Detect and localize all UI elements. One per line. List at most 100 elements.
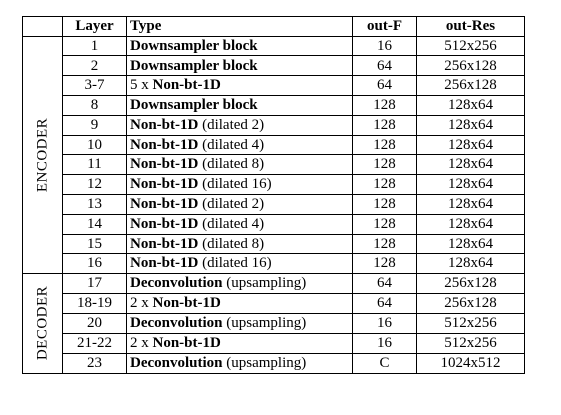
type-cell: Downsampler block [126,35,353,57]
out-res-cell: 128x64 [416,233,525,255]
type-name: Downsampler block [130,37,258,54]
table-row: 23 Deconvolution (upsampling) C 1024x512 [23,352,525,374]
out-f-cell: 128 [352,154,417,176]
type-suffix: (dilated 16) [198,176,272,193]
type-name: Downsampler block [130,57,258,74]
table-row: 9 Non-bt-1D (dilated 2) 128 128x64 [23,114,525,136]
layer-cell: 12 [62,174,127,195]
type-name: Deconvolution [130,354,223,371]
table-row: 3-7 5 x Non-bt-1D 64 256x128 [23,75,525,97]
layer-cell: 18-19 [62,292,127,314]
header-out-f: out-F [352,16,417,37]
type-name: Non-bt-1D [130,255,199,272]
out-res-cell: 128x64 [416,154,525,176]
type-cell: 2 x Non-bt-1D [126,292,353,314]
layer-cell: 8 [62,95,127,116]
type-prefix: 2 x [130,334,153,351]
type-name: Non-bt-1D [130,136,199,153]
out-f-cell: 128 [352,213,417,235]
type-suffix: (dilated 4) [198,136,265,153]
header-layer: Layer [62,16,127,37]
architecture-table: Layer Type out-F out-Res ENCODER 1 Downsam… [22,16,525,374]
out-f-cell: C [352,352,417,374]
layer-cell: 15 [62,233,127,255]
table-row: 16 Non-bt-1D (dilated 16) 128 128x64 [23,253,525,275]
out-res-cell: 128x64 [416,114,525,136]
table-row: 8 Downsampler block 128 128x64 [23,95,525,116]
layer-cell: 23 [62,352,127,374]
out-res-cell: 512x256 [416,35,525,57]
out-res-cell: 128x64 [416,174,525,195]
table-row: 2 Downsampler block 64 256x128 [23,55,525,77]
table-row: 14 Non-bt-1D (dilated 4) 128 128x64 [23,213,525,235]
out-f-cell: 16 [352,312,417,334]
out-res-cell: 512x256 [416,312,525,334]
out-f-cell: 128 [352,253,417,275]
layer-cell: 14 [62,213,127,235]
out-f-cell: 128 [352,114,417,136]
encoder-side-label-cell: ENCODER [22,35,63,275]
out-res-cell: 256x128 [416,75,525,97]
table-row: 13 Non-bt-1D (dilated 2) 128 128x64 [23,193,525,215]
out-f-cell: 16 [352,332,417,354]
type-name: Non-bt-1D [152,295,221,312]
layer-cell: 3-7 [62,75,127,97]
type-name: Non-bt-1D [152,77,221,94]
type-name: Deconvolution [130,314,223,331]
out-res-cell: 128x64 [416,95,525,116]
type-cell: Non-bt-1D (dilated 4) [126,213,353,235]
type-name: Downsampler block [130,97,258,114]
type-suffix: (dilated 8) [198,235,265,252]
table-row: 12 Non-bt-1D (dilated 16) 128 128x64 [23,174,525,195]
out-f-cell: 128 [352,233,417,255]
type-suffix: (dilated 2) [198,195,265,212]
table-row: DECODER 17 Deconvolution (upsampling) 64 256… [22,273,525,374]
out-f-cell: 16 [352,35,417,57]
type-cell: 5 x Non-bt-1D [126,75,353,97]
table-row: 18-19 2 x Non-bt-1D 64 256x128 [23,292,525,314]
out-f-cell: 64 [352,273,417,294]
layer-cell: 16 [62,253,127,275]
header-type: Type [126,16,353,37]
out-f-cell: 128 [352,95,417,116]
table-row: 10 Non-bt-1D (dilated 4) 128 128x64 [23,134,525,156]
layer-cell: 9 [62,114,127,136]
type-cell: Deconvolution (upsampling) [126,273,353,294]
type-name: Non-bt-1D [130,176,199,193]
out-f-cell: 128 [352,193,417,215]
decoder-section: DECODER 17 Deconvolution (upsampling) 64 256… [22,273,525,374]
layer-cell: 11 [62,154,127,176]
table-header-row: Layer Type out-F out-Res [22,16,525,37]
table-row: ENCODER 1 Downsampler block 16 512x256 [22,35,525,275]
out-res-cell: 1024x512 [416,352,525,374]
header-blank-cell [22,16,63,37]
layer-cell: 1 [62,35,127,57]
type-cell: Non-bt-1D (dilated 4) [126,134,353,156]
type-cell: Deconvolution (upsampling) [126,352,353,374]
out-f-cell: 64 [352,55,417,77]
out-res-cell: 128x64 [416,253,525,275]
decoder-label: DECODER [34,286,51,361]
layer-cell: 21-22 [62,332,127,354]
type-name: Deconvolution [130,275,223,292]
type-name: Non-bt-1D [130,215,199,232]
out-f-cell: 128 [352,174,417,195]
type-cell: Non-bt-1D (dilated 8) [126,233,353,255]
type-cell: Non-bt-1D (dilated 16) [126,253,353,275]
type-cell: 2 x Non-bt-1D [126,332,353,354]
encoder-section: ENCODER 1 Downsampler block 16 512x256 2 Downs… [22,35,525,275]
layer-cell: 20 [62,312,127,334]
layer-cell: 2 [62,55,127,77]
type-cell: Downsampler block [126,55,353,77]
type-name: Non-bt-1D [130,235,199,252]
table-row: 11 Non-bt-1D (dilated 8) 128 128x64 [23,154,525,176]
out-res-cell: 512x256 [416,332,525,354]
table-row: 21-22 2 x Non-bt-1D 16 512x256 [23,332,525,354]
encoder-label: ENCODER [34,117,51,193]
type-cell: Non-bt-1D (dilated 8) [126,154,353,176]
type-prefix: 5 x [130,77,153,94]
type-cell: Non-bt-1D (dilated 2) [126,114,353,136]
table-row: 20 Deconvolution (upsampling) 16 512x256 [23,312,525,334]
out-res-cell: 256x128 [416,292,525,314]
out-f-cell: 128 [352,134,417,156]
